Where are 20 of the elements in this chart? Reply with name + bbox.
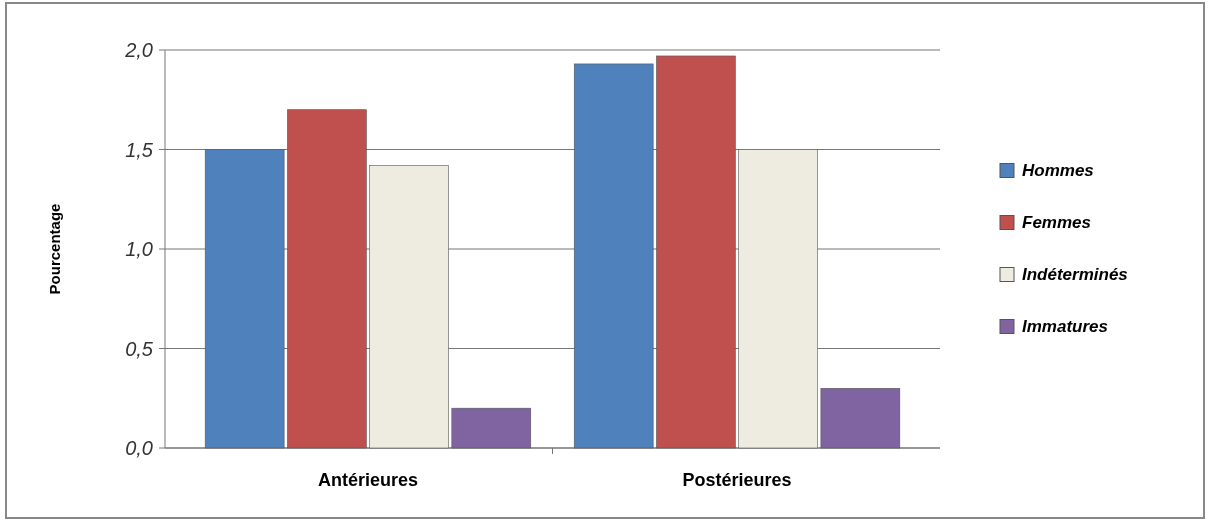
bar (573, 63, 654, 449)
y-tick-label: 1,0 (125, 238, 153, 260)
y-tick-label: 1,5 (125, 138, 154, 161)
x-tick-label: Antérieures (317, 470, 418, 490)
legend-label: Femmes (1022, 213, 1091, 233)
bar (451, 407, 532, 449)
bar (204, 149, 285, 449)
y-tick-label: 0,5 (125, 337, 154, 360)
legend-label: Hommes (1022, 161, 1094, 181)
legend-label: Immatures (1022, 317, 1108, 337)
bar (287, 109, 367, 449)
x-tick-label: Postérieures (682, 470, 792, 490)
bar (820, 388, 901, 449)
y-tick-label: 0,0 (125, 437, 153, 459)
bar (656, 55, 736, 449)
bar (369, 165, 449, 449)
bar (738, 149, 818, 449)
legend-label: Indéterminés (1022, 265, 1128, 285)
y-tick-label: 2,0 (124, 39, 153, 61)
y-axis-title: Pourcentage (46, 203, 63, 295)
